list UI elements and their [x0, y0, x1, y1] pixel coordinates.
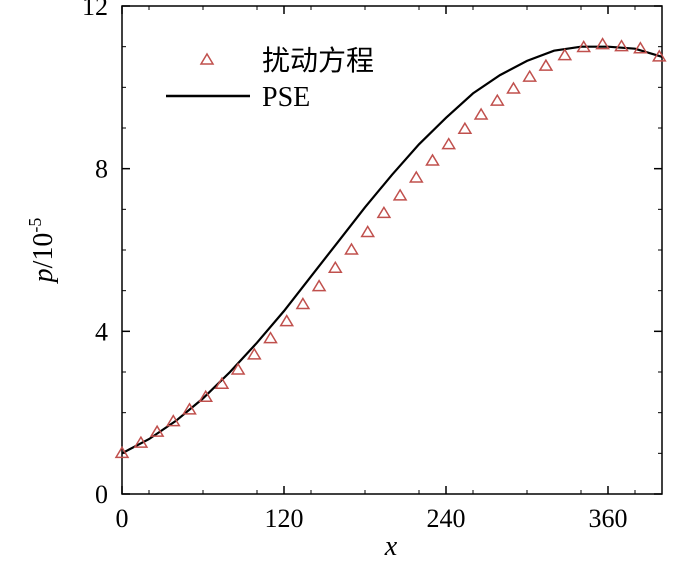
x-axis-title: x [384, 531, 398, 562]
series-markers [114, 37, 667, 459]
data-point-triangle [327, 260, 343, 274]
y-axis-title-unit: /10 [28, 233, 59, 269]
data-point-triangle [376, 205, 392, 219]
data-point-triangle [230, 362, 246, 375]
data-point-triangle [149, 424, 165, 437]
x-tick-label: 0 [116, 504, 129, 533]
y-axis-title-var: p [28, 268, 59, 284]
series-line-pse [121, 45, 663, 455]
svg-text:p/10-5: p/10-5 [25, 218, 59, 285]
y-axis-title: p/10-5 [25, 218, 59, 285]
axis-tick-labels: 0 120 240 360 0 4 8 12 [82, 0, 628, 533]
data-point-triangle [522, 69, 538, 82]
series-lines [121, 45, 663, 455]
data-point-triangle [538, 58, 554, 71]
data-point-triangle [408, 170, 424, 183]
x-tick-label: 120 [265, 504, 304, 533]
data-point-triangle [489, 93, 505, 106]
data-point-triangle [263, 331, 278, 344]
data-point-triangle [344, 242, 359, 255]
data-point-triangle [614, 39, 629, 52]
data-point-triangle [311, 279, 327, 292]
data-point-triangle [425, 153, 440, 166]
legend-label-perturbation: 扰动方程 [262, 44, 374, 77]
legend-marker-triangle [199, 52, 215, 65]
data-point-triangle [392, 188, 408, 201]
x-tick-label: 360 [589, 504, 628, 533]
data-point-triangle [214, 376, 230, 389]
data-point-triangle [114, 445, 130, 459]
data-point-triangle [473, 107, 489, 120]
y-axis-title-exp: -5 [25, 218, 45, 233]
data-point-triangle [360, 225, 376, 238]
plot-frame [121, 5, 663, 495]
x-tick-label: 240 [427, 504, 466, 533]
legend-label-pse: PSE [262, 82, 310, 113]
data-point-triangle [133, 435, 149, 448]
data-point-triangle [182, 402, 197, 415]
data-point-triangle [279, 314, 295, 327]
data-point-triangle [506, 81, 521, 94]
data-point-triangle [441, 137, 457, 150]
legend: 扰动方程 PSE [166, 44, 374, 113]
y-tick-label: 12 [82, 0, 108, 21]
data-point-triangle [651, 49, 667, 62]
y-tick-label: 0 [95, 480, 108, 509]
data-point-triangle [576, 40, 592, 53]
data-point-triangle [198, 389, 214, 402]
data-point-triangle [633, 41, 648, 54]
data-point-triangle [246, 347, 262, 360]
data-point-triangle [457, 121, 473, 134]
y-tick-label: 8 [95, 155, 108, 184]
data-point-triangle [595, 37, 610, 50]
data-point-triangle [295, 297, 311, 310]
data-point-triangle [557, 48, 573, 61]
y-tick-label: 4 [95, 317, 108, 346]
axis-ticks [121, 5, 662, 495]
data-point-triangle [165, 414, 181, 427]
